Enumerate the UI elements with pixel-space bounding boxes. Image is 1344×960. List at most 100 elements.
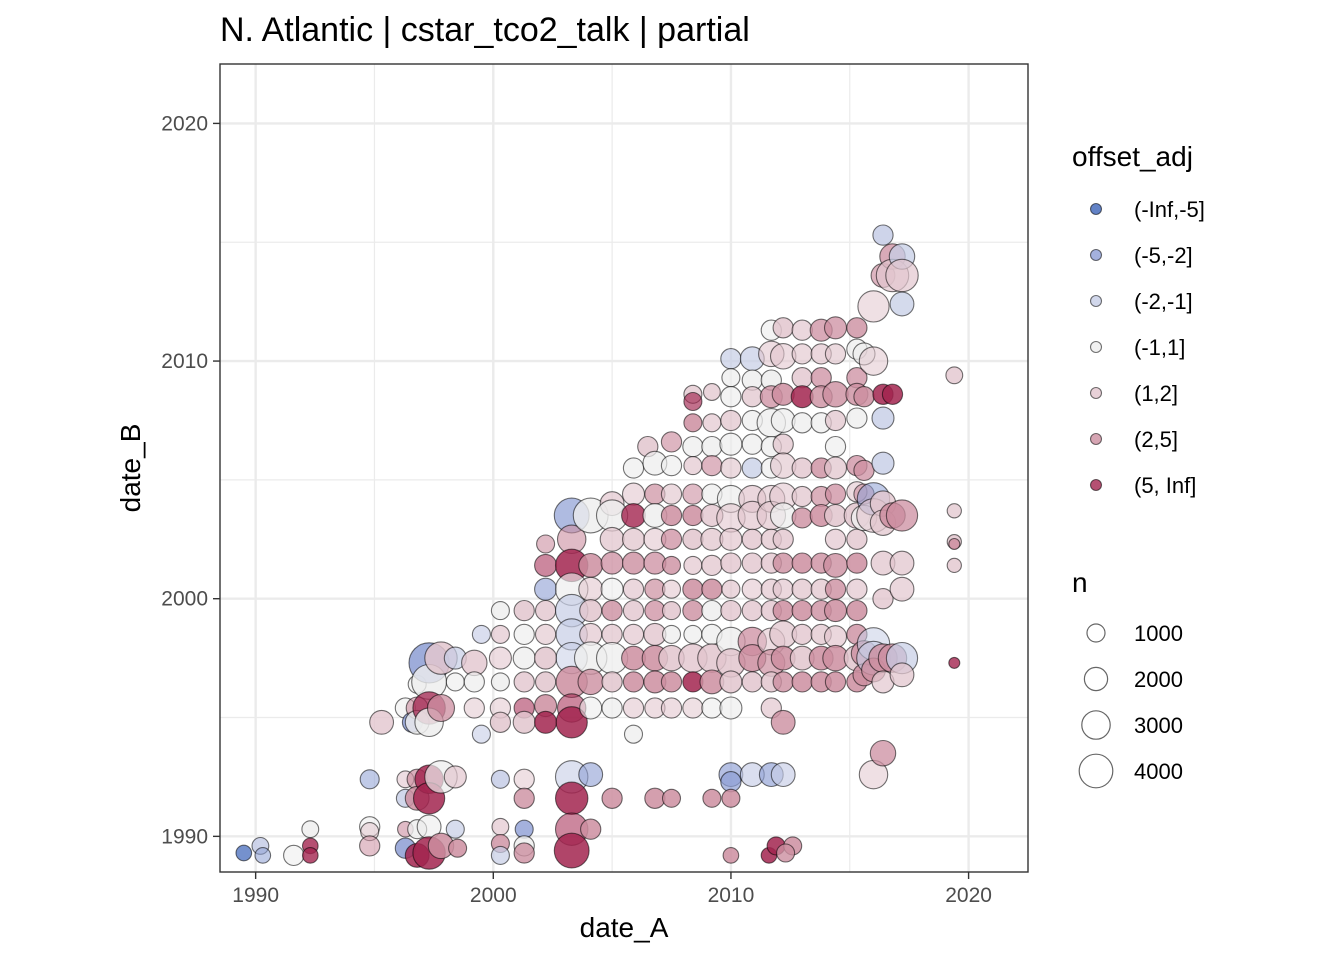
color-legend-label: (-Inf,-5] [1134,197,1205,222]
data-point [536,534,556,554]
data-point [622,457,645,479]
data-point [772,528,794,550]
data-point [463,671,485,693]
size-legend-key [1086,623,1106,643]
data-point [661,624,682,644]
size-legend-key [1078,753,1114,789]
y-tick-label: 2010 [161,350,208,373]
data-point [776,843,796,863]
data-point [772,552,794,574]
data-point [534,553,558,577]
data-point [719,696,743,720]
x-tick-label: 1990 [232,884,279,907]
y-axis: 1990 2000 2010 2020 [161,112,220,848]
data-point [701,554,723,577]
x-tick-label: 2010 [708,884,755,907]
data-point [871,451,895,475]
data-point [948,537,961,551]
data-point [719,670,743,694]
data-point [741,433,763,455]
data-point [490,624,510,644]
data-point [791,412,813,434]
data-point [490,601,510,621]
data-point [661,555,682,575]
data-point [885,499,919,532]
data-point [791,343,813,365]
data-point [490,769,510,789]
color-legend-key [1089,340,1103,354]
data-point [621,527,646,551]
y-tick-label: 1990 [161,825,208,848]
data-points [235,224,964,870]
data-point [719,527,743,551]
data-point [824,343,847,365]
data-point [489,711,512,733]
data-point [721,788,741,808]
color-legend-key [1089,294,1103,308]
data-point [858,346,889,376]
data-point [283,844,305,867]
data-point [661,788,682,808]
data-point [846,317,868,339]
data-point [660,483,683,505]
data-point [254,847,272,864]
color-legend-key [1089,248,1103,262]
data-point [471,624,491,644]
plot-border [219,63,1029,873]
data-point [682,697,704,719]
color-legend-label: (-1,1] [1134,335,1185,360]
color-legend-label: (-5,-2] [1134,243,1193,268]
data-point [872,224,894,246]
data-point [945,366,964,385]
data-point [772,599,794,622]
size-legend-items: 1000 2000 3000 4000 [1078,621,1183,789]
data-point [369,709,395,735]
data-point [857,290,890,323]
data-point [846,578,868,600]
data-point [741,671,763,693]
data-point [490,845,510,865]
data-point [488,646,512,670]
x-tick-label: 2000 [470,884,517,907]
data-point [702,788,722,808]
color-legend-title: offset_adj [1072,141,1193,172]
data-point [578,762,604,788]
data-point [846,407,868,429]
data-point [824,409,847,432]
data-point [301,820,320,839]
data-point [579,599,603,623]
data-point [621,503,646,528]
data-point [770,762,796,788]
data-point [683,391,703,412]
data-point [701,697,723,719]
data-point [772,578,794,600]
data-point [853,459,875,482]
data-point [555,706,588,739]
data-point [791,623,813,646]
data-point [772,671,794,693]
data-point [578,552,604,578]
data-point [683,456,703,476]
data-point [720,386,742,408]
data-point [702,413,722,433]
data-point [513,623,535,646]
data-point [846,528,868,550]
data-point [946,503,962,519]
data-point [824,435,847,458]
data-point [772,433,794,455]
data-point [534,671,557,693]
data-point [445,819,465,839]
data-point [554,781,589,816]
data-point [682,578,704,600]
data-point [885,258,919,293]
data-point [600,577,624,601]
data-point [701,599,723,622]
data-point [661,579,682,599]
data-point [770,408,796,433]
data-point [722,847,740,864]
data-point [772,317,794,339]
data-point [741,457,763,479]
color-legend-label: (1,2] [1134,381,1178,406]
data-point [445,672,465,692]
data-point [682,504,704,527]
